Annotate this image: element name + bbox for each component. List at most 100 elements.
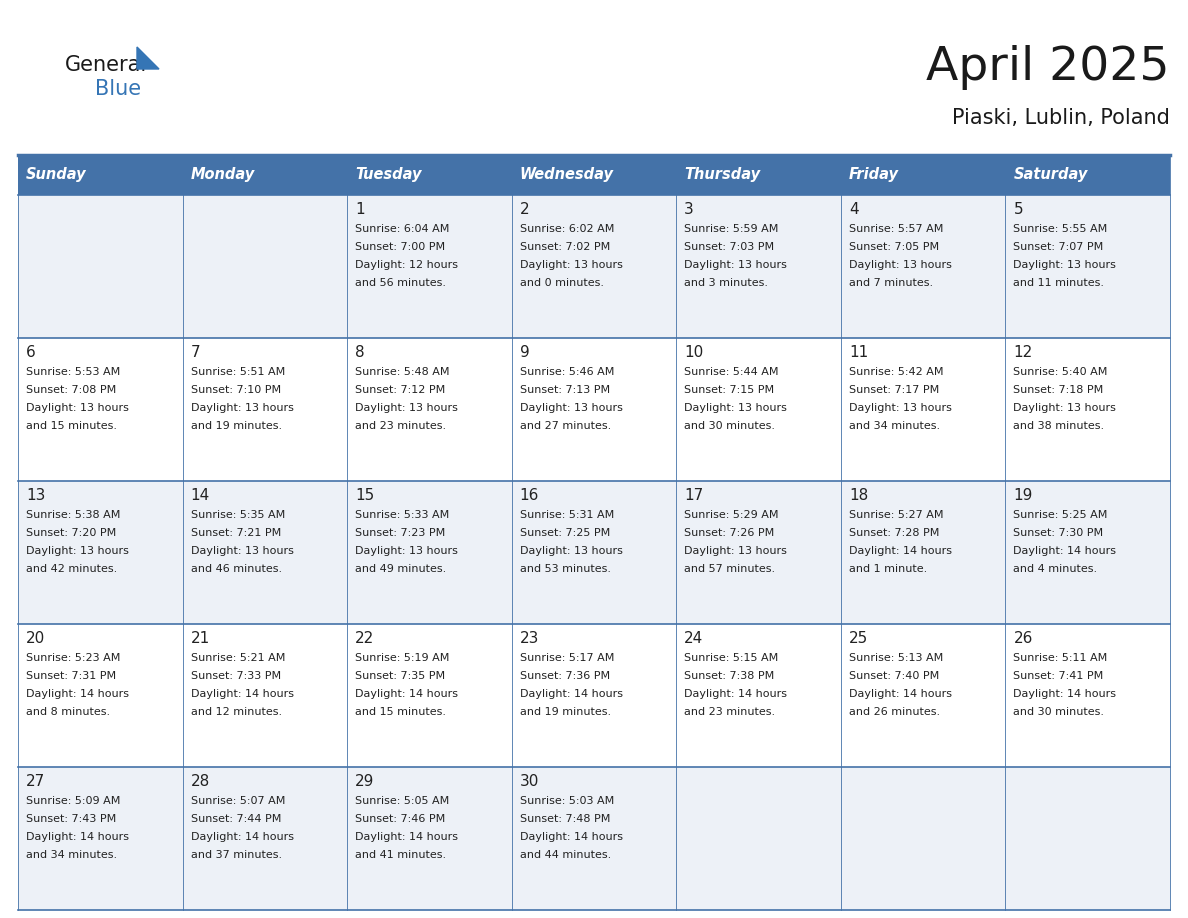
Text: Sunset: 7:21 PM: Sunset: 7:21 PM — [190, 528, 280, 538]
Bar — [183, 338, 347, 481]
Text: Sunrise: 5:51 AM: Sunrise: 5:51 AM — [190, 367, 285, 377]
Text: and 27 minutes.: and 27 minutes. — [519, 421, 611, 431]
Bar — [347, 195, 512, 338]
Text: Sunset: 7:25 PM: Sunset: 7:25 PM — [519, 528, 609, 538]
Text: Sunrise: 5:11 AM: Sunrise: 5:11 AM — [1013, 653, 1107, 663]
Bar — [1005, 767, 1170, 910]
Text: and 42 minutes.: and 42 minutes. — [26, 564, 118, 574]
Text: Sunset: 7:15 PM: Sunset: 7:15 PM — [684, 385, 775, 395]
Text: Monday: Monday — [190, 167, 254, 183]
Text: 3: 3 — [684, 202, 694, 217]
Text: Daylight: 14 hours: Daylight: 14 hours — [684, 689, 788, 699]
Text: 18: 18 — [849, 488, 868, 503]
Text: Sunrise: 5:40 AM: Sunrise: 5:40 AM — [1013, 367, 1107, 377]
Text: Daylight: 13 hours: Daylight: 13 hours — [519, 546, 623, 556]
Text: 6: 6 — [26, 345, 36, 360]
Text: Sunset: 7:43 PM: Sunset: 7:43 PM — [26, 814, 116, 824]
Text: 22: 22 — [355, 631, 374, 646]
Text: and 23 minutes.: and 23 minutes. — [684, 707, 776, 717]
Text: Sunrise: 5:35 AM: Sunrise: 5:35 AM — [190, 510, 285, 520]
Text: 2: 2 — [519, 202, 530, 217]
Text: 11: 11 — [849, 345, 868, 360]
Text: Daylight: 13 hours: Daylight: 13 hours — [26, 546, 128, 556]
Text: 28: 28 — [190, 774, 210, 789]
Text: Daylight: 13 hours: Daylight: 13 hours — [355, 403, 459, 413]
Text: Sunrise: 6:02 AM: Sunrise: 6:02 AM — [519, 224, 614, 234]
Text: Sunrise: 5:25 AM: Sunrise: 5:25 AM — [1013, 510, 1107, 520]
Text: 15: 15 — [355, 488, 374, 503]
Text: Daylight: 14 hours: Daylight: 14 hours — [849, 546, 952, 556]
Text: and 11 minutes.: and 11 minutes. — [1013, 278, 1105, 288]
Text: Sunrise: 5:19 AM: Sunrise: 5:19 AM — [355, 653, 449, 663]
Text: Wednesday: Wednesday — [519, 167, 614, 183]
Text: Sunrise: 5:03 AM: Sunrise: 5:03 AM — [519, 796, 614, 806]
Text: Daylight: 14 hours: Daylight: 14 hours — [355, 689, 459, 699]
Text: Sunrise: 5:13 AM: Sunrise: 5:13 AM — [849, 653, 943, 663]
Text: Tuesday: Tuesday — [355, 167, 422, 183]
Bar — [183, 155, 347, 195]
Text: Sunday: Sunday — [26, 167, 87, 183]
Polygon shape — [137, 47, 159, 69]
Text: Sunrise: 5:59 AM: Sunrise: 5:59 AM — [684, 224, 778, 234]
Text: Daylight: 13 hours: Daylight: 13 hours — [190, 546, 293, 556]
Bar — [183, 195, 347, 338]
Text: Sunrise: 5:23 AM: Sunrise: 5:23 AM — [26, 653, 120, 663]
Text: Sunset: 7:03 PM: Sunset: 7:03 PM — [684, 242, 775, 252]
Bar — [676, 481, 841, 624]
Bar — [183, 624, 347, 767]
Bar — [18, 195, 183, 338]
Text: Sunset: 7:26 PM: Sunset: 7:26 PM — [684, 528, 775, 538]
Text: Sunset: 7:48 PM: Sunset: 7:48 PM — [519, 814, 611, 824]
Bar — [512, 195, 676, 338]
Text: Sunset: 7:23 PM: Sunset: 7:23 PM — [355, 528, 446, 538]
Text: 26: 26 — [1013, 631, 1032, 646]
Text: and 7 minutes.: and 7 minutes. — [849, 278, 933, 288]
Text: and 4 minutes.: and 4 minutes. — [1013, 564, 1098, 574]
Text: and 57 minutes.: and 57 minutes. — [684, 564, 776, 574]
Text: 9: 9 — [519, 345, 530, 360]
Text: Daylight: 14 hours: Daylight: 14 hours — [26, 832, 129, 842]
Bar — [183, 767, 347, 910]
Text: Sunrise: 5:42 AM: Sunrise: 5:42 AM — [849, 367, 943, 377]
Text: Sunrise: 5:29 AM: Sunrise: 5:29 AM — [684, 510, 779, 520]
Text: Saturday: Saturday — [1013, 167, 1088, 183]
Text: and 53 minutes.: and 53 minutes. — [519, 564, 611, 574]
Text: 8: 8 — [355, 345, 365, 360]
Text: Sunrise: 5:09 AM: Sunrise: 5:09 AM — [26, 796, 120, 806]
Text: 16: 16 — [519, 488, 539, 503]
Text: and 46 minutes.: and 46 minutes. — [190, 564, 282, 574]
Text: April 2025: April 2025 — [927, 46, 1170, 91]
Bar — [676, 767, 841, 910]
Bar — [676, 624, 841, 767]
Bar — [841, 767, 1005, 910]
Text: Sunset: 7:13 PM: Sunset: 7:13 PM — [519, 385, 609, 395]
Text: Sunset: 7:08 PM: Sunset: 7:08 PM — [26, 385, 116, 395]
Text: and 26 minutes.: and 26 minutes. — [849, 707, 940, 717]
Text: 25: 25 — [849, 631, 868, 646]
Text: Sunrise: 5:57 AM: Sunrise: 5:57 AM — [849, 224, 943, 234]
Text: Daylight: 13 hours: Daylight: 13 hours — [684, 403, 788, 413]
Text: Sunrise: 5:05 AM: Sunrise: 5:05 AM — [355, 796, 449, 806]
Bar — [18, 155, 183, 195]
Text: Sunset: 7:40 PM: Sunset: 7:40 PM — [849, 671, 939, 681]
Text: Sunset: 7:36 PM: Sunset: 7:36 PM — [519, 671, 609, 681]
Text: Sunrise: 5:44 AM: Sunrise: 5:44 AM — [684, 367, 779, 377]
Text: Sunset: 7:28 PM: Sunset: 7:28 PM — [849, 528, 940, 538]
Text: Sunset: 7:44 PM: Sunset: 7:44 PM — [190, 814, 280, 824]
Text: 12: 12 — [1013, 345, 1032, 360]
Text: Sunrise: 5:38 AM: Sunrise: 5:38 AM — [26, 510, 120, 520]
Bar — [183, 481, 347, 624]
Bar — [347, 155, 512, 195]
Text: 10: 10 — [684, 345, 703, 360]
Text: Daylight: 12 hours: Daylight: 12 hours — [355, 260, 459, 270]
Text: 23: 23 — [519, 631, 539, 646]
Text: General: General — [65, 55, 147, 75]
Text: Sunrise: 5:46 AM: Sunrise: 5:46 AM — [519, 367, 614, 377]
Text: Daylight: 14 hours: Daylight: 14 hours — [190, 689, 293, 699]
Text: and 3 minutes.: and 3 minutes. — [684, 278, 769, 288]
Text: Daylight: 14 hours: Daylight: 14 hours — [1013, 546, 1117, 556]
Text: Sunset: 7:12 PM: Sunset: 7:12 PM — [355, 385, 446, 395]
Bar — [512, 338, 676, 481]
Bar — [18, 338, 183, 481]
Text: and 30 minutes.: and 30 minutes. — [1013, 707, 1105, 717]
